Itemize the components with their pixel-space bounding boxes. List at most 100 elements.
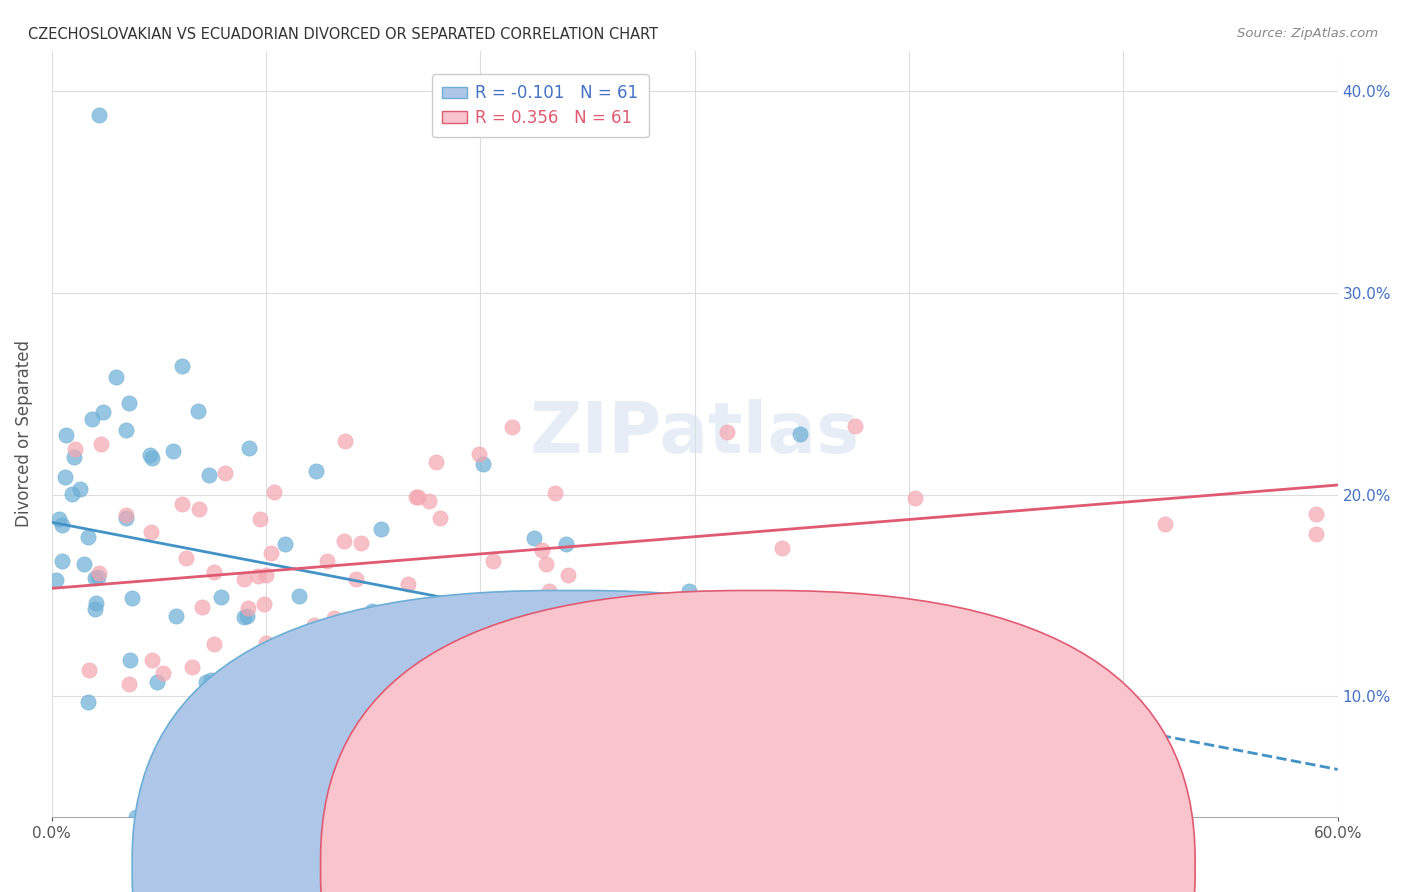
Point bbox=[243, 694, 266, 708]
Point bbox=[65, 442, 87, 457]
Point bbox=[202, 637, 225, 651]
Point bbox=[789, 427, 811, 442]
Point bbox=[152, 665, 174, 680]
Point bbox=[180, 660, 202, 674]
Point bbox=[195, 675, 218, 690]
Point bbox=[172, 359, 194, 373]
Point bbox=[360, 604, 382, 618]
Point bbox=[77, 530, 100, 544]
Point bbox=[84, 596, 107, 610]
Point bbox=[138, 448, 160, 462]
Point bbox=[247, 569, 270, 583]
Point bbox=[174, 551, 197, 566]
Point bbox=[118, 653, 141, 667]
Point bbox=[146, 675, 169, 690]
Text: CZECHOSLOVAKIAN VS ECUADORIAN DIVORCED OR SEPARATED CORRELATION CHART: CZECHOSLOVAKIAN VS ECUADORIAN DIVORCED O… bbox=[28, 27, 658, 42]
Point bbox=[48, 512, 70, 526]
Point bbox=[139, 524, 162, 539]
Point bbox=[333, 533, 356, 548]
Point bbox=[1153, 517, 1175, 532]
Point bbox=[69, 482, 91, 496]
Point bbox=[486, 603, 509, 617]
Point bbox=[423, 766, 446, 780]
Point bbox=[288, 589, 311, 603]
Point bbox=[844, 419, 866, 434]
Point bbox=[344, 572, 367, 586]
Point bbox=[467, 446, 489, 460]
Point bbox=[333, 434, 356, 449]
Point bbox=[162, 444, 184, 458]
Point bbox=[534, 558, 557, 572]
Point bbox=[73, 558, 96, 572]
Point bbox=[1305, 507, 1327, 521]
Point bbox=[89, 566, 111, 580]
Point bbox=[770, 541, 793, 556]
Point bbox=[141, 450, 163, 465]
Point bbox=[763, 661, 786, 675]
Point bbox=[817, 640, 839, 654]
Point bbox=[904, 491, 927, 505]
Point bbox=[80, 412, 103, 426]
Point bbox=[1305, 527, 1327, 541]
Point bbox=[304, 464, 326, 478]
Point bbox=[89, 108, 111, 122]
Point bbox=[236, 673, 259, 687]
Point bbox=[257, 689, 280, 703]
Point bbox=[188, 502, 211, 516]
Point bbox=[191, 599, 214, 614]
Point bbox=[187, 403, 209, 417]
Point bbox=[87, 570, 110, 584]
Point bbox=[91, 405, 114, 419]
Point bbox=[418, 493, 440, 508]
Point bbox=[254, 568, 277, 582]
Point bbox=[370, 522, 392, 536]
Point bbox=[60, 487, 83, 501]
Point bbox=[406, 490, 429, 504]
Point bbox=[405, 490, 427, 504]
Point bbox=[55, 428, 77, 442]
Point bbox=[482, 554, 505, 568]
Point bbox=[53, 470, 76, 484]
Point bbox=[84, 601, 107, 615]
Point bbox=[165, 609, 187, 624]
Point bbox=[501, 420, 523, 434]
Point bbox=[555, 537, 578, 551]
Point bbox=[77, 663, 100, 677]
Point bbox=[198, 467, 221, 482]
Point bbox=[395, 763, 418, 777]
Point bbox=[425, 455, 447, 469]
Point bbox=[51, 517, 73, 532]
Point bbox=[62, 450, 84, 464]
Point bbox=[214, 467, 236, 481]
Point bbox=[263, 485, 285, 500]
Point bbox=[202, 566, 225, 580]
Point bbox=[304, 618, 326, 632]
Point bbox=[141, 653, 163, 667]
Point bbox=[104, 370, 127, 384]
Point bbox=[233, 609, 256, 624]
Y-axis label: Divorced or Separated: Divorced or Separated bbox=[15, 341, 32, 527]
Point bbox=[686, 657, 709, 671]
Point bbox=[294, 643, 316, 657]
Point bbox=[200, 673, 222, 687]
Point bbox=[115, 508, 138, 523]
Text: Ecuadorians: Ecuadorians bbox=[748, 858, 841, 872]
Point bbox=[114, 511, 136, 525]
Point bbox=[170, 497, 193, 511]
Point bbox=[249, 512, 271, 526]
Point bbox=[90, 436, 112, 450]
Point bbox=[118, 677, 141, 691]
Point bbox=[323, 739, 346, 753]
Point bbox=[309, 636, 332, 650]
Point bbox=[236, 609, 259, 624]
Point bbox=[429, 511, 451, 525]
Point bbox=[316, 554, 339, 568]
Point bbox=[254, 636, 277, 650]
Point bbox=[471, 457, 494, 471]
Text: Czechoslovakians: Czechoslovakians bbox=[544, 858, 679, 872]
Point bbox=[678, 583, 700, 598]
Point bbox=[544, 486, 567, 500]
Point bbox=[537, 583, 560, 598]
Point bbox=[114, 423, 136, 437]
Point bbox=[209, 590, 232, 604]
